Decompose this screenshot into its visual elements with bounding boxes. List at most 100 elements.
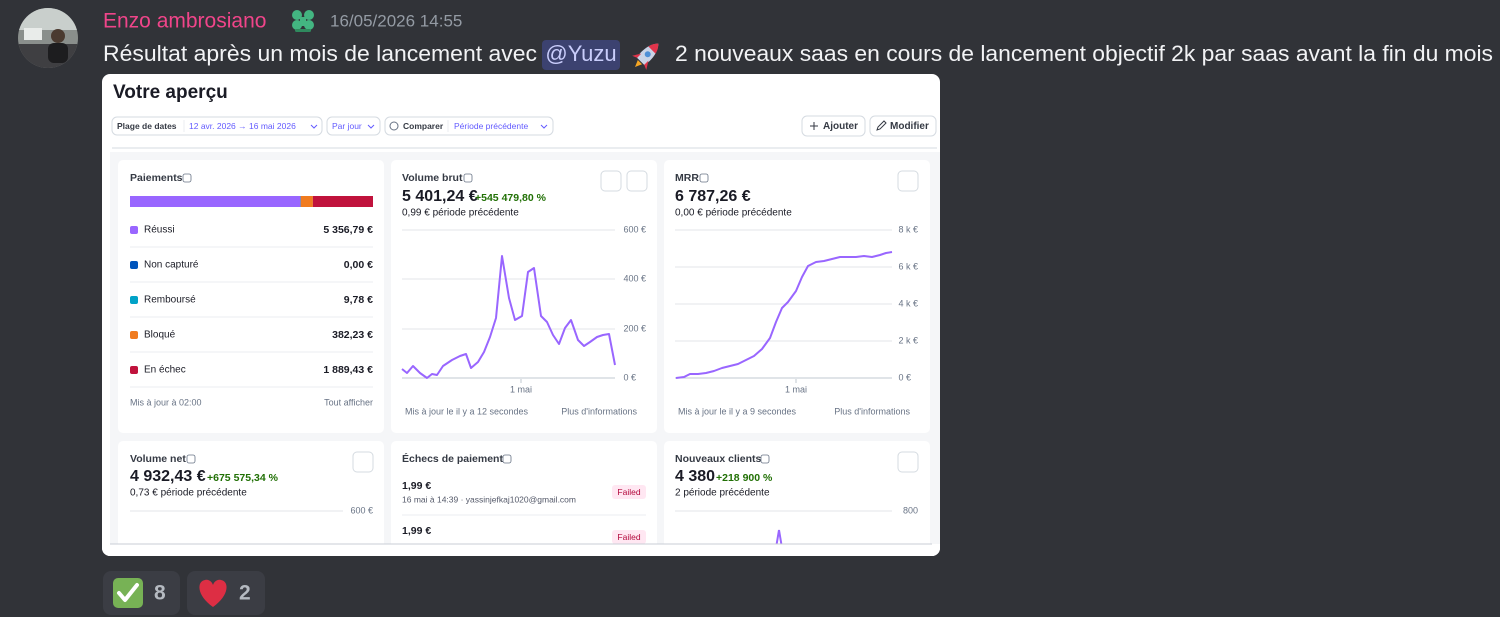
status-badge	[612, 530, 646, 544]
payment-status: Non capturé	[144, 260, 199, 271]
y-tick-label: 200 €	[623, 323, 646, 333]
legend-dot	[130, 331, 138, 339]
x-tick-label: 1 mai	[785, 384, 807, 394]
reaction-heart[interactable]	[187, 571, 265, 615]
export-button[interactable]	[897, 451, 919, 473]
chevron	[367, 124, 375, 129]
y-tick-label: 800	[903, 505, 918, 515]
mention-background	[542, 40, 620, 70]
payment-status: Réussi	[144, 225, 175, 236]
export-button[interactable]	[352, 451, 374, 473]
card-title: Volume brut	[402, 172, 463, 184]
info-icon	[186, 454, 196, 464]
legend-dot	[130, 261, 138, 269]
y-tick-label: 600 €	[623, 224, 646, 234]
mrr-card	[664, 160, 930, 433]
clear-icon	[389, 121, 399, 131]
footer-link[interactable]: Plus d'informations	[834, 406, 910, 416]
plus-icon	[810, 122, 818, 130]
y-tick-label: 0 €	[898, 372, 911, 382]
chevron	[540, 124, 548, 129]
payment-amount: 5 356,79 €	[323, 224, 373, 236]
failed-payments-card	[391, 441, 657, 556]
metric-value: 4 380	[675, 468, 715, 485]
y-tick-label: 600 €	[350, 505, 373, 515]
info-icon	[760, 454, 770, 464]
pencil-icon	[876, 120, 887, 131]
metric-value: 4 932,43 €	[130, 468, 206, 485]
clover-icon	[292, 10, 314, 32]
payments-card	[118, 160, 384, 433]
interval-filter[interactable]	[326, 116, 381, 136]
info-icon	[699, 173, 709, 183]
payment-status: Bloqué	[144, 330, 176, 341]
payments-list: Réussi 5 356,79 € Non capturé 0,00 € Rembour…	[130, 224, 373, 388]
line-series	[401, 255, 616, 379]
attachment-image[interactable]: Votre aperçu Plage de dates 12 avr. 2026…	[102, 74, 940, 561]
bar-segment	[300, 196, 313, 207]
info-icon	[182, 173, 192, 183]
metric-change: +545 479,80 %	[475, 192, 547, 204]
dashboard-title: Votre aperçu	[113, 82, 228, 103]
line-series	[775, 529, 783, 549]
mention[interactable]: @Yuzu	[545, 41, 616, 66]
heart-emoji	[199, 579, 227, 607]
footer-link[interactable]: Plus d'informations	[561, 406, 637, 416]
footer-note: Mis à jour à 02:00	[130, 397, 202, 407]
reaction-count: 8	[154, 582, 166, 605]
avatar[interactable]	[18, 8, 78, 68]
reaction-count: 2	[239, 582, 251, 605]
card-title: Volume net	[130, 453, 186, 465]
filter-label: Plage de dates	[117, 121, 177, 131]
new-customers-card	[664, 441, 930, 556]
status-label: Failed	[617, 487, 640, 497]
net-volume-card	[118, 441, 384, 556]
compare-button[interactable]	[626, 170, 648, 192]
card-title: Paiements	[130, 172, 183, 184]
legend-dot	[130, 366, 138, 374]
compare-filter[interactable]	[384, 116, 554, 136]
payment-amount: 9,78 €	[344, 294, 373, 306]
author-name[interactable]: Enzo ambrosiano	[103, 10, 266, 33]
card-title: Échecs de paiement	[402, 452, 503, 465]
failed-amount: 1,99 €	[402, 480, 431, 492]
check-mark	[117, 583, 139, 602]
filter-value: 12 avr. 2026 → 16 mai 2026	[189, 121, 296, 131]
payment-amount: 0,00 €	[344, 259, 373, 271]
image-edge	[102, 544, 940, 556]
card-title: Nouveaux clients	[675, 453, 762, 465]
filter-value: Période précédente	[454, 121, 528, 131]
y-tick-label: 400 €	[623, 273, 646, 283]
y-tick-label: 0 €	[623, 372, 636, 382]
failed-amount: 1,99 €	[402, 525, 431, 537]
info-icon	[463, 173, 473, 183]
button-label: Ajouter	[823, 121, 858, 132]
y-tick-label: 6 k €	[898, 261, 918, 271]
line-series	[675, 251, 893, 379]
export-button[interactable]	[897, 170, 919, 192]
grid	[402, 229, 615, 379]
filter-label: Comparer	[403, 121, 444, 131]
edit-button[interactable]	[869, 115, 937, 137]
card-title: MRR	[675, 172, 699, 184]
payment-status: En échec	[144, 365, 186, 376]
payment-status: Remboursé	[144, 295, 196, 306]
legend-dot	[130, 226, 138, 234]
bar-segment	[130, 196, 301, 207]
metric-previous: 0,99 € période précédente	[402, 208, 519, 219]
metric-previous: 0,00 € période précédente	[675, 208, 792, 219]
x-tick-label: 1 mai	[510, 384, 532, 394]
date-filter[interactable]	[111, 116, 323, 136]
metric-value: 5 401,24 €	[402, 188, 478, 205]
footer-link[interactable]: Tout afficher	[324, 397, 373, 407]
metric-previous: 0,73 € période précédente	[130, 488, 247, 499]
add-button[interactable]	[801, 115, 866, 137]
legend-dot	[130, 296, 138, 304]
metric-change: +675 575,34 %	[207, 472, 279, 484]
metric-value: 6 787,26 €	[675, 188, 751, 205]
y-tick-label: 8 k €	[898, 224, 918, 234]
export-button[interactable]	[600, 170, 622, 192]
message-text: 2 nouveaux saas en cours de lancement ob…	[675, 41, 1493, 66]
info-icon	[502, 454, 512, 464]
